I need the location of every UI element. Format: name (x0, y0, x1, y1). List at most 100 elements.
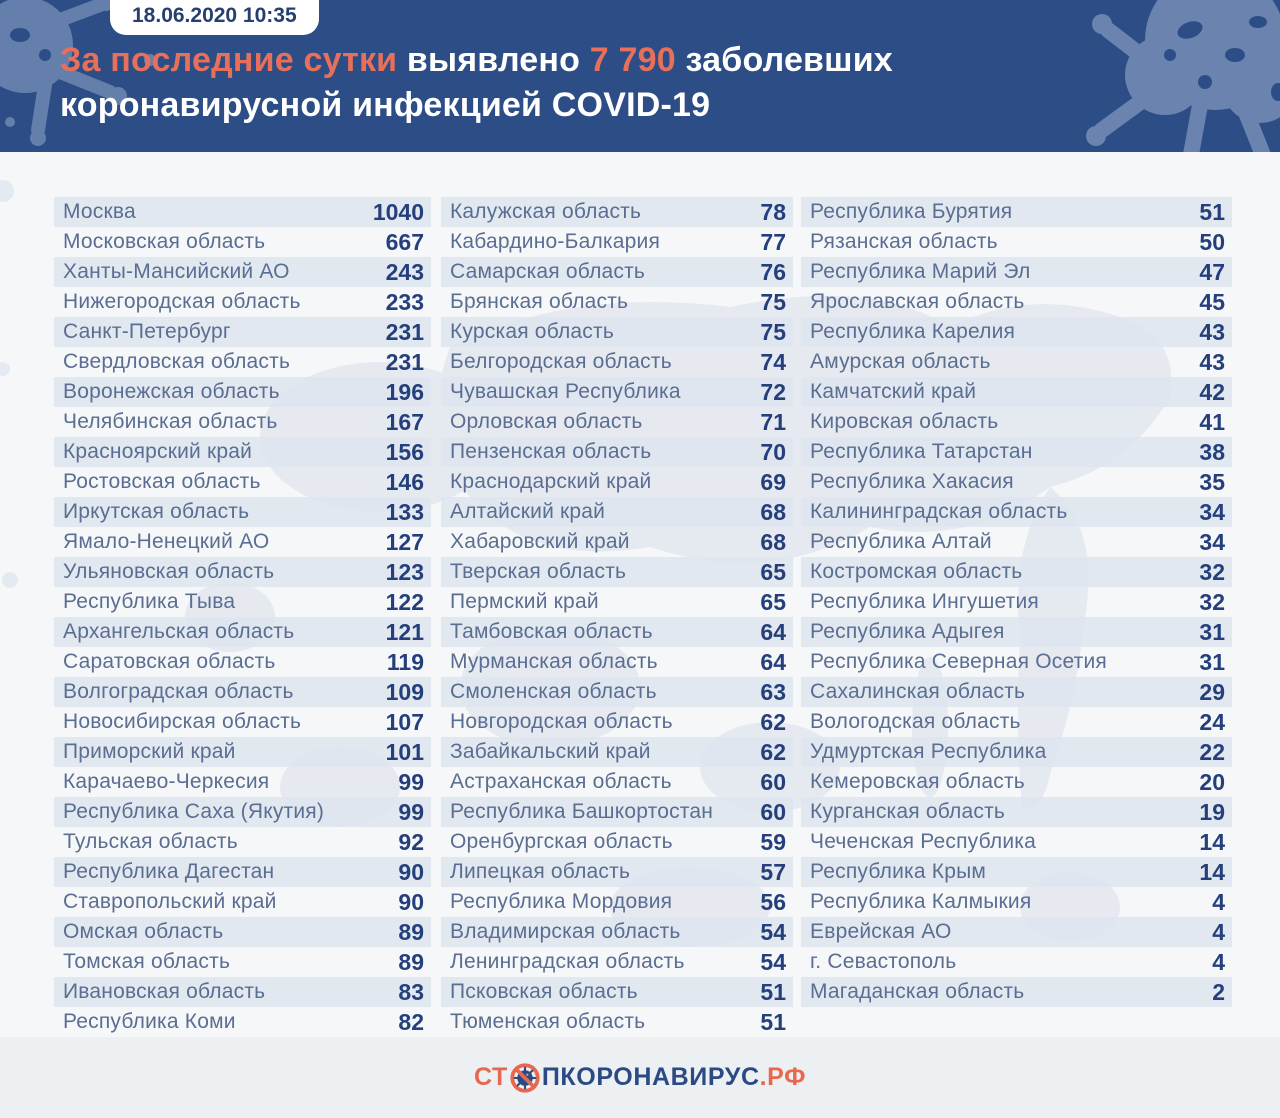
table-row: Сахалинская область 29 (801, 677, 1232, 707)
table-row: Забайкальский край 62 (441, 737, 793, 767)
title-text: выявлено (397, 41, 590, 79)
region-count: 233 (385, 288, 424, 315)
region-count: 62 (760, 738, 786, 765)
region-name: Республика Тыва (63, 590, 236, 613)
region-count: 90 (398, 858, 424, 885)
region-name: Республика Саха (Якутия) (63, 800, 325, 823)
region-name: Ростовская область (63, 470, 261, 493)
region-count: 4 (1212, 918, 1225, 945)
timestamp-badge: 18.06.2020 10:35 (110, 0, 319, 35)
region-count: 119 (386, 648, 424, 675)
region-name: Республика Алтай (810, 530, 992, 553)
table-row: Чувашская Республика 72 (441, 377, 793, 407)
region-count: 51 (760, 978, 786, 1005)
region-count: 78 (760, 198, 786, 225)
region-count: 56 (760, 888, 786, 915)
region-count: 68 (760, 528, 786, 555)
page-title: За последние сутки выявлено 7 790 заболе… (60, 38, 893, 128)
virus-splat-icon (0, 0, 156, 146)
logo-text-suffix: .РФ (759, 1063, 807, 1091)
region-name: Вологодская область (810, 710, 1021, 733)
table-row: Оренбургская область 59 (441, 827, 793, 857)
region-count: 69 (760, 468, 786, 495)
region-count: 231 (385, 318, 424, 345)
region-count: 1040 (372, 198, 424, 225)
table-row: Смоленская область 63 (441, 677, 793, 707)
region-count: 89 (398, 918, 424, 945)
region-count: 4 (1212, 888, 1225, 915)
table-row: Курская область 75 (441, 317, 793, 347)
region-count: 54 (760, 948, 786, 975)
table-row: Кировская область 41 (801, 407, 1232, 437)
region-count: 90 (398, 888, 424, 915)
table-row: Хабаровский край 68 (441, 527, 793, 557)
region-count: 42 (1199, 378, 1225, 405)
region-count: 123 (385, 558, 424, 585)
table-row: Магаданская область 2 (801, 977, 1232, 1007)
region-name: Новгородская область (450, 710, 673, 733)
region-name: Республика Северная Осетия (810, 650, 1107, 673)
region-count: 75 (760, 288, 786, 315)
region-count: 14 (1199, 828, 1225, 855)
region-name: Еврейская АО (810, 920, 952, 943)
region-count: 2 (1212, 978, 1225, 1005)
region-name: Ульяновская область (63, 560, 275, 583)
table-row: Ханты-Мансийский АО 243 (54, 257, 431, 287)
title-line2: коронавирусной инфекцией COVID-19 (60, 86, 711, 124)
region-name: Ярославская область (810, 290, 1025, 313)
table-row: Кабардино-Балкария 77 (441, 227, 793, 257)
header-banner: 18.06.2020 10:35 За последние сутки выяв… (0, 0, 1280, 152)
region-name: Волгоградская область (63, 680, 294, 703)
region-count: 59 (760, 828, 786, 855)
table-row: Астраханская область 60 (441, 767, 793, 797)
region-name: Астраханская область (450, 770, 672, 793)
logo-text-main: ПКОРОНАВИРУС (541, 1063, 760, 1091)
region-count: 29 (1199, 678, 1225, 705)
region-name: Архангельская область (63, 620, 295, 643)
table-row: Омская область 89 (54, 917, 431, 947)
region-name: Ивановская область (63, 980, 266, 1003)
region-name: Республика Татарстан (810, 440, 1033, 463)
table-row: Тульская область 92 (54, 827, 431, 857)
region-name: Самарская область (450, 260, 646, 283)
region-count: 14 (1199, 858, 1225, 885)
region-name: Камчатский край (810, 380, 977, 403)
table-row: Амурская область 43 (801, 347, 1232, 377)
region-name: Кировская область (810, 410, 999, 433)
table-row: Пермский край 65 (441, 587, 793, 617)
no-virus-icon (510, 1062, 540, 1093)
table-row: Калининградская область 34 (801, 497, 1232, 527)
table-row: Республика Ингушетия 32 (801, 587, 1232, 617)
title-text: заболевших (675, 41, 893, 79)
region-name: Республика Адыгея (810, 620, 1005, 643)
table-row: Челябинская область 167 (54, 407, 431, 437)
region-count: 75 (760, 318, 786, 345)
region-count: 72 (760, 378, 786, 405)
table-row: Республика Татарстан 38 (801, 437, 1232, 467)
table-row: Ульяновская область 123 (54, 557, 431, 587)
table-row: Владимирская область 54 (441, 917, 793, 947)
region-name: Чеченская Республика (810, 830, 1036, 853)
table-row: г. Севастополь 4 (801, 947, 1232, 977)
table-row: Вологодская область 24 (801, 707, 1232, 737)
stopcoronavirus-logo: СТ (474, 1062, 806, 1094)
region-name: Курская область (450, 320, 614, 343)
region-name: Липецкая область (450, 860, 631, 883)
table-row: Республика Бурятия 51 (801, 197, 1232, 227)
region-count: 51 (1199, 198, 1225, 225)
region-count: 99 (398, 768, 424, 795)
table-row: Самарская область 76 (441, 257, 793, 287)
region-name: Ямало-Ненецкий АО (63, 530, 270, 553)
region-name: Республика Дагестан (63, 860, 275, 883)
region-count: 31 (1199, 648, 1225, 675)
region-count: 60 (760, 798, 786, 825)
table-row: Республика Хакасия 35 (801, 467, 1232, 497)
region-name: Санкт-Петербург (63, 320, 231, 343)
region-count: 63 (760, 678, 786, 705)
region-count: 64 (760, 618, 786, 645)
region-name: Брянская область (450, 290, 629, 313)
region-count: 47 (1199, 258, 1225, 285)
region-name: Свердловская область (63, 350, 291, 373)
table-row: Республика Дагестан 90 (54, 857, 431, 887)
region-name: Кемеровская область (810, 770, 1025, 793)
